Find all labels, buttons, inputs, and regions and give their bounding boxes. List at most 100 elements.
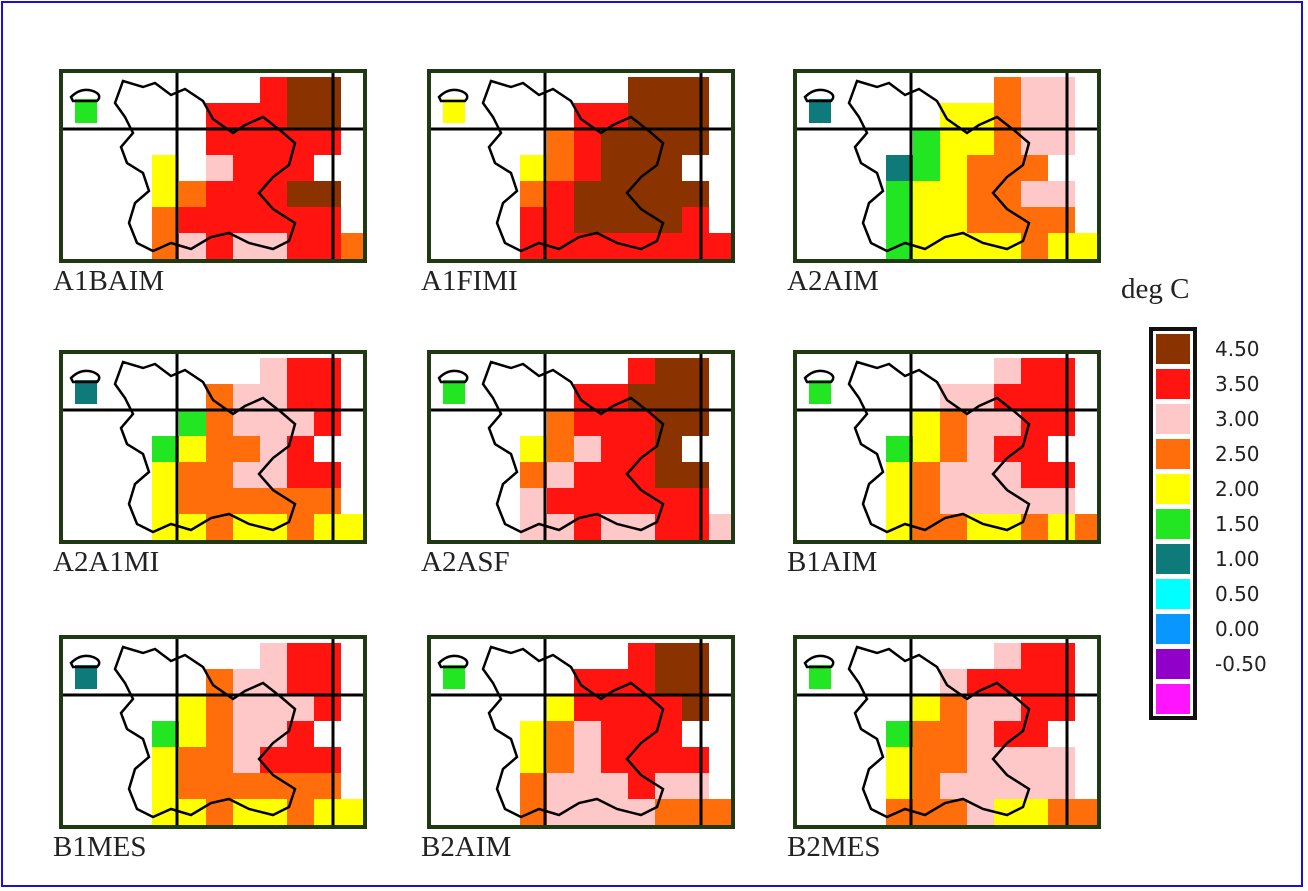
temperature-cell [682, 358, 709, 384]
temperature-cell [206, 207, 233, 233]
temperature-cell [1048, 233, 1075, 259]
temperature-cell [287, 358, 314, 384]
temperature-cell [574, 207, 601, 233]
temperature-cell [655, 695, 682, 721]
temperature-cell [260, 207, 287, 233]
temperature-cell [547, 695, 574, 721]
temperature-cell [179, 181, 206, 207]
legend-tick-label: 4.50 [1215, 337, 1260, 361]
temperature-cell [260, 77, 287, 103]
legend-tick-label: 2.00 [1215, 477, 1260, 501]
temperature-cell [547, 181, 574, 207]
temperature-cell [886, 488, 913, 514]
temperature-cell [1021, 695, 1048, 721]
temperature-map [59, 635, 367, 829]
temperature-cell [520, 462, 547, 488]
temperature-cell [940, 747, 967, 773]
temperature-cell [1048, 181, 1075, 207]
coastline [847, 79, 1031, 253]
temperature-cell [233, 207, 260, 233]
temperature-cell [314, 462, 341, 488]
temperature-cell [967, 155, 994, 181]
map-svg [431, 354, 731, 540]
temperature-cell [547, 488, 574, 514]
temperature-cell [520, 721, 547, 747]
map-panel-b2aim: B2AIM [421, 635, 735, 863]
temperature-cell [260, 488, 287, 514]
temperature-cell [520, 436, 547, 462]
temperature-cell [260, 747, 287, 773]
temperature-cell [628, 773, 655, 799]
island-outline [437, 88, 469, 103]
temperature-cell [1048, 643, 1075, 669]
temperature-cell [886, 436, 913, 462]
temperature-cell [682, 77, 709, 103]
temperature-cell [886, 155, 913, 181]
temperature-cell [601, 773, 628, 799]
temperature-cell [682, 488, 709, 514]
temperature-cell [520, 747, 547, 773]
legend-swatch [1156, 579, 1190, 609]
legend-tick-label: 2.50 [1215, 442, 1260, 466]
temperature-cell [1048, 514, 1075, 540]
temperature-cell [1048, 410, 1075, 436]
temperature-cell [520, 155, 547, 181]
temperature-cell [1048, 799, 1075, 825]
temperature-cell [152, 181, 179, 207]
temperature-cell [655, 358, 682, 384]
temperature-cell [1021, 358, 1048, 384]
temperature-cell [940, 462, 967, 488]
temperature-cell [152, 462, 179, 488]
temperature-map [427, 69, 735, 263]
temperature-cell [287, 77, 314, 103]
temperature-cell [886, 747, 913, 773]
temperature-cell [574, 488, 601, 514]
scenario-label: A1BAIM [53, 265, 165, 297]
temperature-cell [655, 103, 682, 129]
temperature-map [427, 635, 735, 829]
temperature-cell [682, 514, 709, 540]
temperature-cell [940, 436, 967, 462]
inset-cell [75, 99, 97, 123]
temperature-cell [179, 747, 206, 773]
temperature-cell [655, 747, 682, 773]
temperature-cell [206, 181, 233, 207]
temperature-cell [940, 695, 967, 721]
temperature-cell [287, 747, 314, 773]
temperature-cell [967, 695, 994, 721]
temperature-cell [314, 384, 341, 410]
temperature-cell [152, 721, 179, 747]
coastline [481, 79, 665, 253]
temperature-cell [913, 207, 940, 233]
temperature-cell [601, 462, 628, 488]
temperature-cell [233, 129, 260, 155]
temperature-cell [682, 747, 709, 773]
legend-tick-label: 1.50 [1215, 512, 1260, 536]
temperature-cell [1021, 643, 1048, 669]
temperature-cell [287, 643, 314, 669]
temperature-cell [233, 721, 260, 747]
temperature-cell [179, 488, 206, 514]
temperature-cell [152, 747, 179, 773]
temperature-cell [913, 155, 940, 181]
coastline [847, 645, 1031, 819]
temperature-cell [628, 207, 655, 233]
temperature-cell [574, 747, 601, 773]
legend-swatch [1156, 439, 1190, 469]
island-outline [69, 369, 101, 384]
temperature-cell [179, 773, 206, 799]
temperature-cell [1048, 773, 1075, 799]
temperature-cell [1021, 384, 1048, 410]
temperature-cell [913, 410, 940, 436]
temperature-cell [994, 207, 1021, 233]
temperature-cell [940, 773, 967, 799]
temperature-cell [179, 436, 206, 462]
legend-swatch [1156, 684, 1190, 714]
temperature-map [59, 350, 367, 544]
temperature-cell [179, 721, 206, 747]
legend-swatch [1156, 404, 1190, 434]
temperature-cell [967, 488, 994, 514]
temperature-cell [574, 410, 601, 436]
temperature-cell [967, 129, 994, 155]
